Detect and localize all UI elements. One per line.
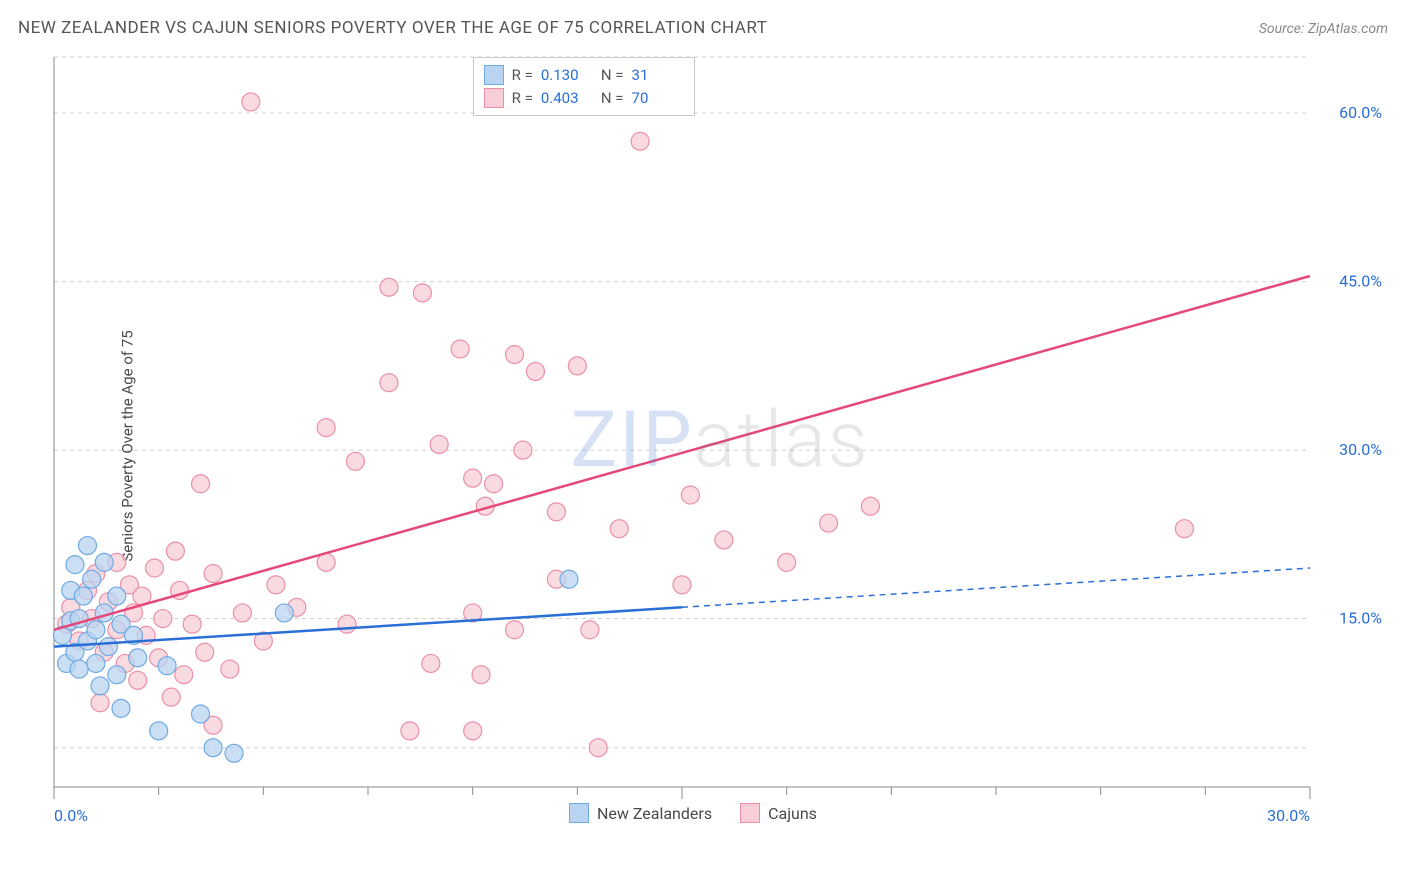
svg-text:0.0%: 0.0% (54, 806, 88, 825)
legend-stat-row: R =0.403N =70 (484, 87, 684, 110)
legend-swatch (569, 803, 589, 823)
chart-title: NEW ZEALANDER VS CAJUN SENIORS POVERTY O… (18, 18, 767, 38)
source-credit: Source: ZipAtlas.com (1259, 21, 1388, 37)
correlation-legend: R =0.130N =31R =0.403N =70 (473, 57, 695, 116)
svg-text:60.0%: 60.0% (1339, 103, 1382, 122)
svg-text:15.0%: 15.0% (1339, 609, 1382, 628)
series-legend-item: New Zealanders (569, 803, 712, 823)
svg-text:45.0%: 45.0% (1339, 272, 1382, 291)
legend-stat-row: R =0.130N =31 (484, 64, 684, 87)
header: NEW ZEALANDER VS CAJUN SENIORS POVERTY O… (18, 18, 1388, 38)
svg-text:30.0%: 30.0% (1267, 806, 1310, 825)
series-legend-item: Cajuns (740, 803, 817, 823)
legend-swatch (484, 65, 504, 85)
scatter-plot: 0.0%30.0%15.0%30.0%45.0%60.0% ZIPatlas R… (50, 55, 1390, 835)
plot-svg: 0.0% 30.0% 15.0% 30.0% 45.0% 60.0% (50, 55, 1390, 835)
series-legend: New Zealanders Cajuns (569, 803, 817, 823)
svg-text:30.0%: 30.0% (1339, 440, 1382, 459)
legend-swatch (740, 803, 760, 823)
legend-swatch (484, 88, 504, 108)
